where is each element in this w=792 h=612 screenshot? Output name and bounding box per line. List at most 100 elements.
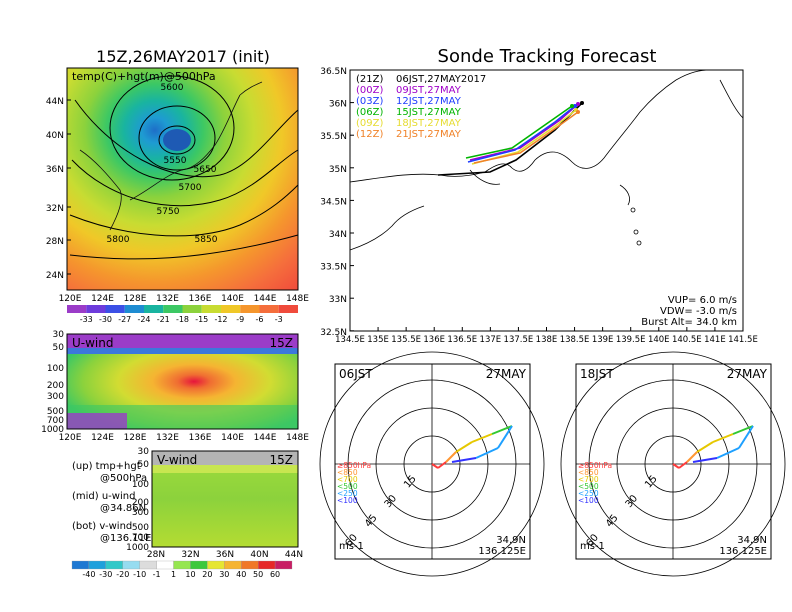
track-endpoint [580,101,584,105]
forecast-panel: Sonde Tracking Forecast 36.5N 36N 35.5N 35N… [320,46,758,345]
v-pressure-label: 300 [132,508,149,518]
forecast-lon-label: 135E [367,335,389,345]
forecast-lat-label: 34.5N [320,197,347,207]
track-endpoint [576,110,580,114]
v-lat-label: 36N [216,550,234,560]
hodograph-legend-item: <250 [578,489,599,498]
u-pressure-label: 50 [53,343,65,353]
forecast-lon-label: 136E [423,335,445,345]
sonde-track [473,111,579,164]
run-tag: (12Z) [356,129,383,140]
forecast-lon-label: 134.5E [335,335,365,345]
colorbar-label: -30 [99,570,112,579]
v-wind-title: V-wind [157,453,197,467]
legend-up-line2: @500hPa [100,473,147,484]
run-tag: (09Z) [356,118,383,129]
forecast-lat-label: 32.5N [320,328,347,338]
forecast-lat-label: 34N [329,230,347,240]
legend-mid-line1: (mid) u-wind [72,491,135,502]
colorbar-label: -6 [256,315,264,324]
hodograph-segment [497,425,513,449]
u-lon-label: 128E [124,433,147,443]
contour-label: 5700 [179,183,202,193]
u-lon-label: 124E [91,433,114,443]
colorbar-label: -33 [80,315,93,324]
run-tag: (03Z) [356,96,383,107]
hodograph-time: 06JST [339,367,373,381]
colorbar-swatch [124,305,144,313]
hodograph-segment [451,457,477,463]
colorbar-swatch [105,305,125,313]
v-pressure-label: 700 [132,533,149,543]
hodograph-frame [334,363,531,560]
colorbar-label: -15 [195,315,208,324]
forecast-lon-label: 138.5E [560,335,590,345]
hodograph-legend-item: <500 [337,482,358,491]
colorbar-swatch [86,305,106,313]
track-endpoint [570,104,574,108]
vup-text: VUP= 6.0 m/s [668,295,737,306]
legend-mid-line2: @34.86N [100,503,146,514]
forecast-lon-ticks: 134.5E 135E 135.5E 136E 136.5E 137E 137.5E 138E… [335,327,758,345]
legend-bot-line1: (bot) v-wind [72,521,132,532]
u-lon-ticks: 120E 124E 128E 132E 136E 140E 144E 148E [59,433,310,443]
forecast-lon-label: 138E [536,335,558,345]
v-lat-label: 32N [181,550,199,560]
v-pressure-label: 100 [132,480,149,490]
temperature-colorbar: -33 -30 -27 -24 -21 -18 -15 -12 -9 -6 -3 [67,305,298,324]
hodograph-legend-item: <850 [337,468,358,477]
u-wind-title: U-wind [72,336,113,350]
v-pressure-label: 50 [138,460,150,470]
colorbar-label: 40 [236,570,246,579]
colorbar-swatch [240,305,260,313]
coastline [79,81,263,231]
contour-label: 5550 [164,156,187,166]
height-contours [69,75,299,260]
forecast-lon-label: 141E [704,335,726,345]
hodograph-segment [732,425,754,435]
u-lon-label: 132E [156,433,179,443]
hodograph-segment [678,461,688,469]
colorbar-swatch [122,560,140,570]
run-legend: (21Z) 06JST,27MAY2017 (00Z) 09JST,27MAY (03Z… [356,74,486,140]
sonde-track [465,105,573,159]
contour-labels: 5600 5550 5650 5700 5750 5800 5850 [107,83,218,245]
hodograph-legend-item: <700 [578,475,599,484]
legend-bot-line2: @136.11E [100,533,151,544]
hodograph-segment [437,461,447,469]
hodograph-segment [738,425,754,449]
track-lines [437,101,584,176]
colorbar-swatch [105,560,123,570]
colorbar-label: -3 [275,315,283,324]
hodograph-time: 18JST [580,367,614,381]
colorbar-swatch [258,560,276,570]
colorbar-swatch [278,305,298,313]
hodograph-segment [716,447,740,459]
hodograph-segment [445,451,457,463]
u-pressure-label: 700 [47,416,64,426]
map-lat-label: 44N [46,97,64,107]
contour-label: 5750 [157,207,180,217]
v-lat-ticks: 28N 32N 36N 40N 44N [147,550,303,560]
hodograph-date: 27MAY [486,367,527,381]
hodograph-lon: 136.125E [719,546,767,557]
colorbar-swatch [156,560,174,570]
run-tag: (21Z) [356,74,383,85]
colorbar-swatch [224,560,242,570]
colorbar-label: -24 [137,315,150,324]
forecast-lon-label: 137.5E [504,335,534,345]
v-wind-time: 15Z [270,453,294,467]
run-label: 09JST,27MAY [396,85,462,96]
colorbar-label: -30 [99,315,112,324]
hodograph-segment [712,433,734,443]
map-lon-label: 144E [254,294,277,304]
run-tag: (06Z) [356,107,383,118]
colorbar-swatch [190,560,208,570]
forecast-lon-label: 140.5E [672,335,702,345]
colorbar-label: -12 [214,315,227,324]
hodograph-lat: 34.9N [496,535,526,546]
u-lon-label: 140E [221,433,244,443]
hodograph-legend-item: <100 [578,496,599,505]
